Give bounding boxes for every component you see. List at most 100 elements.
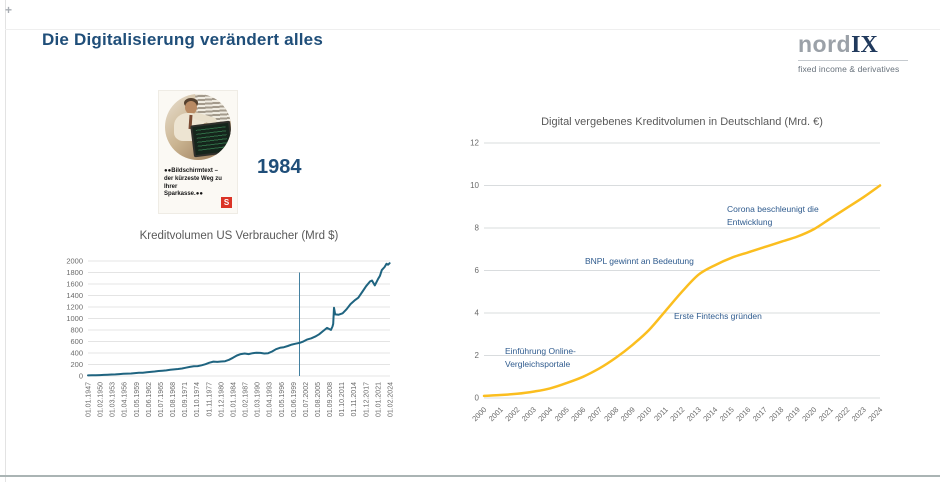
- y-tick-label: 0: [79, 372, 83, 381]
- x-tick-label: 01.12.1980: [218, 382, 225, 417]
- x-tick-label: 2001: [487, 405, 505, 423]
- x-tick-label: 2021: [817, 405, 835, 423]
- anchor-crosshair-icon: +: [5, 3, 13, 17]
- x-tick-label: 2012: [668, 405, 686, 423]
- x-tick-label: 01.01.2021: [375, 382, 382, 417]
- x-tick-label: 01.04.1993: [267, 382, 274, 417]
- y-tick-label: 1400: [66, 291, 83, 300]
- btx-ad-image[interactable]: ●●Bildschirmtext – der kürzeste Weg zu I…: [159, 91, 237, 213]
- x-tick-label: 2018: [767, 405, 785, 423]
- chart-svg-us: 0 200 400 600 800 1000 1200 1400 1600 1800 2000 01.…: [66, 257, 395, 418]
- x-tick-label: 01.01.1984: [230, 382, 237, 417]
- btx-terminal-screen: [190, 120, 231, 158]
- series-line: [482, 184, 882, 398]
- annotation-corona: Corona beschleunigt die Entwicklung: [727, 204, 819, 227]
- y-tick-label: 2000: [66, 257, 83, 266]
- slide-bottom-edge: [0, 475, 940, 477]
- chart-svg-de: 0246810122000200120022003200420052006200…: [470, 139, 884, 424]
- x-tick-label: 01.11.2014: [351, 382, 358, 417]
- x-tick-label: 01.07.1965: [158, 382, 165, 417]
- ad-photo-circle: [165, 94, 231, 160]
- y-tick-label: 4: [475, 309, 480, 318]
- x-tick-label: 2011: [652, 405, 670, 423]
- x-tick-label: 2009: [619, 405, 637, 423]
- y-tick-label: 1200: [66, 303, 83, 312]
- chart-title: Digital vergebenes Kreditvolumen in Deut…: [541, 116, 823, 128]
- x-tick-label: 01.10.2011: [339, 382, 346, 417]
- year-label[interactable]: 1984: [257, 156, 302, 178]
- x-tick-label: 2003: [520, 405, 538, 423]
- x-tick-label: 2000: [470, 405, 488, 423]
- x-tick-label: 2016: [734, 405, 752, 423]
- annotation-bnpl: BNPL gewinnt an Bedeutung: [585, 256, 694, 266]
- x-tick-label: 01.02.2024: [388, 382, 395, 417]
- y-tick-label: 400: [70, 349, 83, 358]
- canvas-guide-vertical: [5, 0, 6, 482]
- x-tick-label: 01.02.1950: [98, 382, 105, 417]
- y-tick-label: 6: [475, 266, 480, 275]
- annotation-vergleichsportale: Einführung Online- Vergleichsportale: [505, 346, 576, 369]
- x-tick-label: 01.08.2005: [315, 382, 322, 417]
- x-tick-label: 2006: [569, 405, 587, 423]
- logo-wordmark: nordIX: [798, 31, 908, 58]
- x-tick-label: 2019: [784, 405, 802, 423]
- logo-word-nord: nord: [798, 31, 852, 57]
- y-tick-label: 1000: [66, 314, 83, 323]
- x-tick-label: 2017: [751, 405, 769, 423]
- x-tick-label: 01.02.1987: [243, 382, 250, 417]
- series-line: [87, 262, 391, 377]
- y-tick-label: 200: [70, 360, 83, 369]
- x-tick-label: 01.08.1968: [170, 382, 177, 417]
- x-tick-label: 01.05.1996: [279, 382, 286, 417]
- logo-tagline: fixed income & derivatives: [798, 64, 900, 74]
- x-tick-label: 2022: [833, 405, 851, 423]
- x-tick-label: 01.07.2002: [303, 382, 310, 417]
- y-tick-label: 12: [470, 139, 479, 148]
- x-tick-label: 2014: [701, 405, 719, 423]
- y-tick-label: 800: [70, 326, 83, 335]
- x-tick-label: 01.06.1999: [291, 382, 298, 417]
- x-tick-label: 01.05.1959: [134, 382, 141, 417]
- x-tick-label: 2020: [800, 405, 818, 423]
- x-tick-label: 2007: [586, 405, 604, 423]
- chart-us-consumer-credit[interactable]: Kreditvolumen US Verbraucher (Mrd $) 0 20…: [55, 226, 405, 452]
- x-tick-label: 01.09.2008: [327, 382, 334, 417]
- person-head: [185, 101, 197, 114]
- y-tick-label: 0: [475, 394, 480, 403]
- logo-word-ix: IX: [851, 32, 878, 58]
- x-tick-label: 2015: [718, 405, 736, 423]
- logo-rule: [798, 60, 908, 61]
- y-tick-label: 1800: [66, 268, 83, 277]
- x-tick-label: 2004: [536, 405, 554, 423]
- sparkasse-logo: S: [221, 197, 232, 208]
- y-tick-label: 1600: [66, 280, 83, 289]
- annotation-fintechs: Erste Fintechs gründen: [674, 311, 762, 321]
- x-tick-label: 2010: [635, 405, 653, 423]
- y-tick-label: 8: [475, 224, 480, 233]
- chart-de-digital-credit[interactable]: Digital vergebenes Kreditvolumen in Deut…: [460, 112, 922, 442]
- x-tick-label: 01.06.1962: [146, 382, 153, 417]
- canvas-guide-horizontal: [5, 29, 940, 30]
- x-tick-label: 2013: [685, 405, 703, 423]
- x-tick-label: 2024: [866, 405, 884, 423]
- x-tick-label: 2023: [850, 405, 868, 423]
- x-tick-label: 01.03.1990: [255, 382, 262, 417]
- nordix-logo: nordIX fixed income & derivatives: [798, 33, 908, 74]
- y-tick-label: 600: [70, 337, 83, 346]
- y-tick-label: 10: [470, 181, 479, 190]
- ad-caption: ●●Bildschirmtext – der kürzeste Weg zu I…: [164, 168, 222, 198]
- btx-screen-text-lines: [195, 126, 229, 152]
- x-tick-label: 01.03.1953: [110, 382, 117, 417]
- x-tick-label: 01.10.1974: [194, 382, 201, 417]
- x-tick-label: 2002: [503, 405, 521, 423]
- x-tick-label: 01.01.1947: [86, 382, 93, 417]
- x-tick-label: 01.11.1977: [206, 382, 213, 417]
- x-tick-label: 01.09.1971: [182, 382, 189, 417]
- chart-title: Kreditvolumen US Verbraucher (Mrd $): [139, 230, 339, 242]
- x-tick-label: 01.04.1956: [122, 382, 129, 417]
- x-tick-label: 2005: [553, 405, 571, 423]
- x-tick-label: 2008: [602, 405, 620, 423]
- page-title[interactable]: Die Digitalisierung verändert alles: [42, 30, 323, 49]
- x-tick-label: 01.12.2017: [363, 382, 370, 417]
